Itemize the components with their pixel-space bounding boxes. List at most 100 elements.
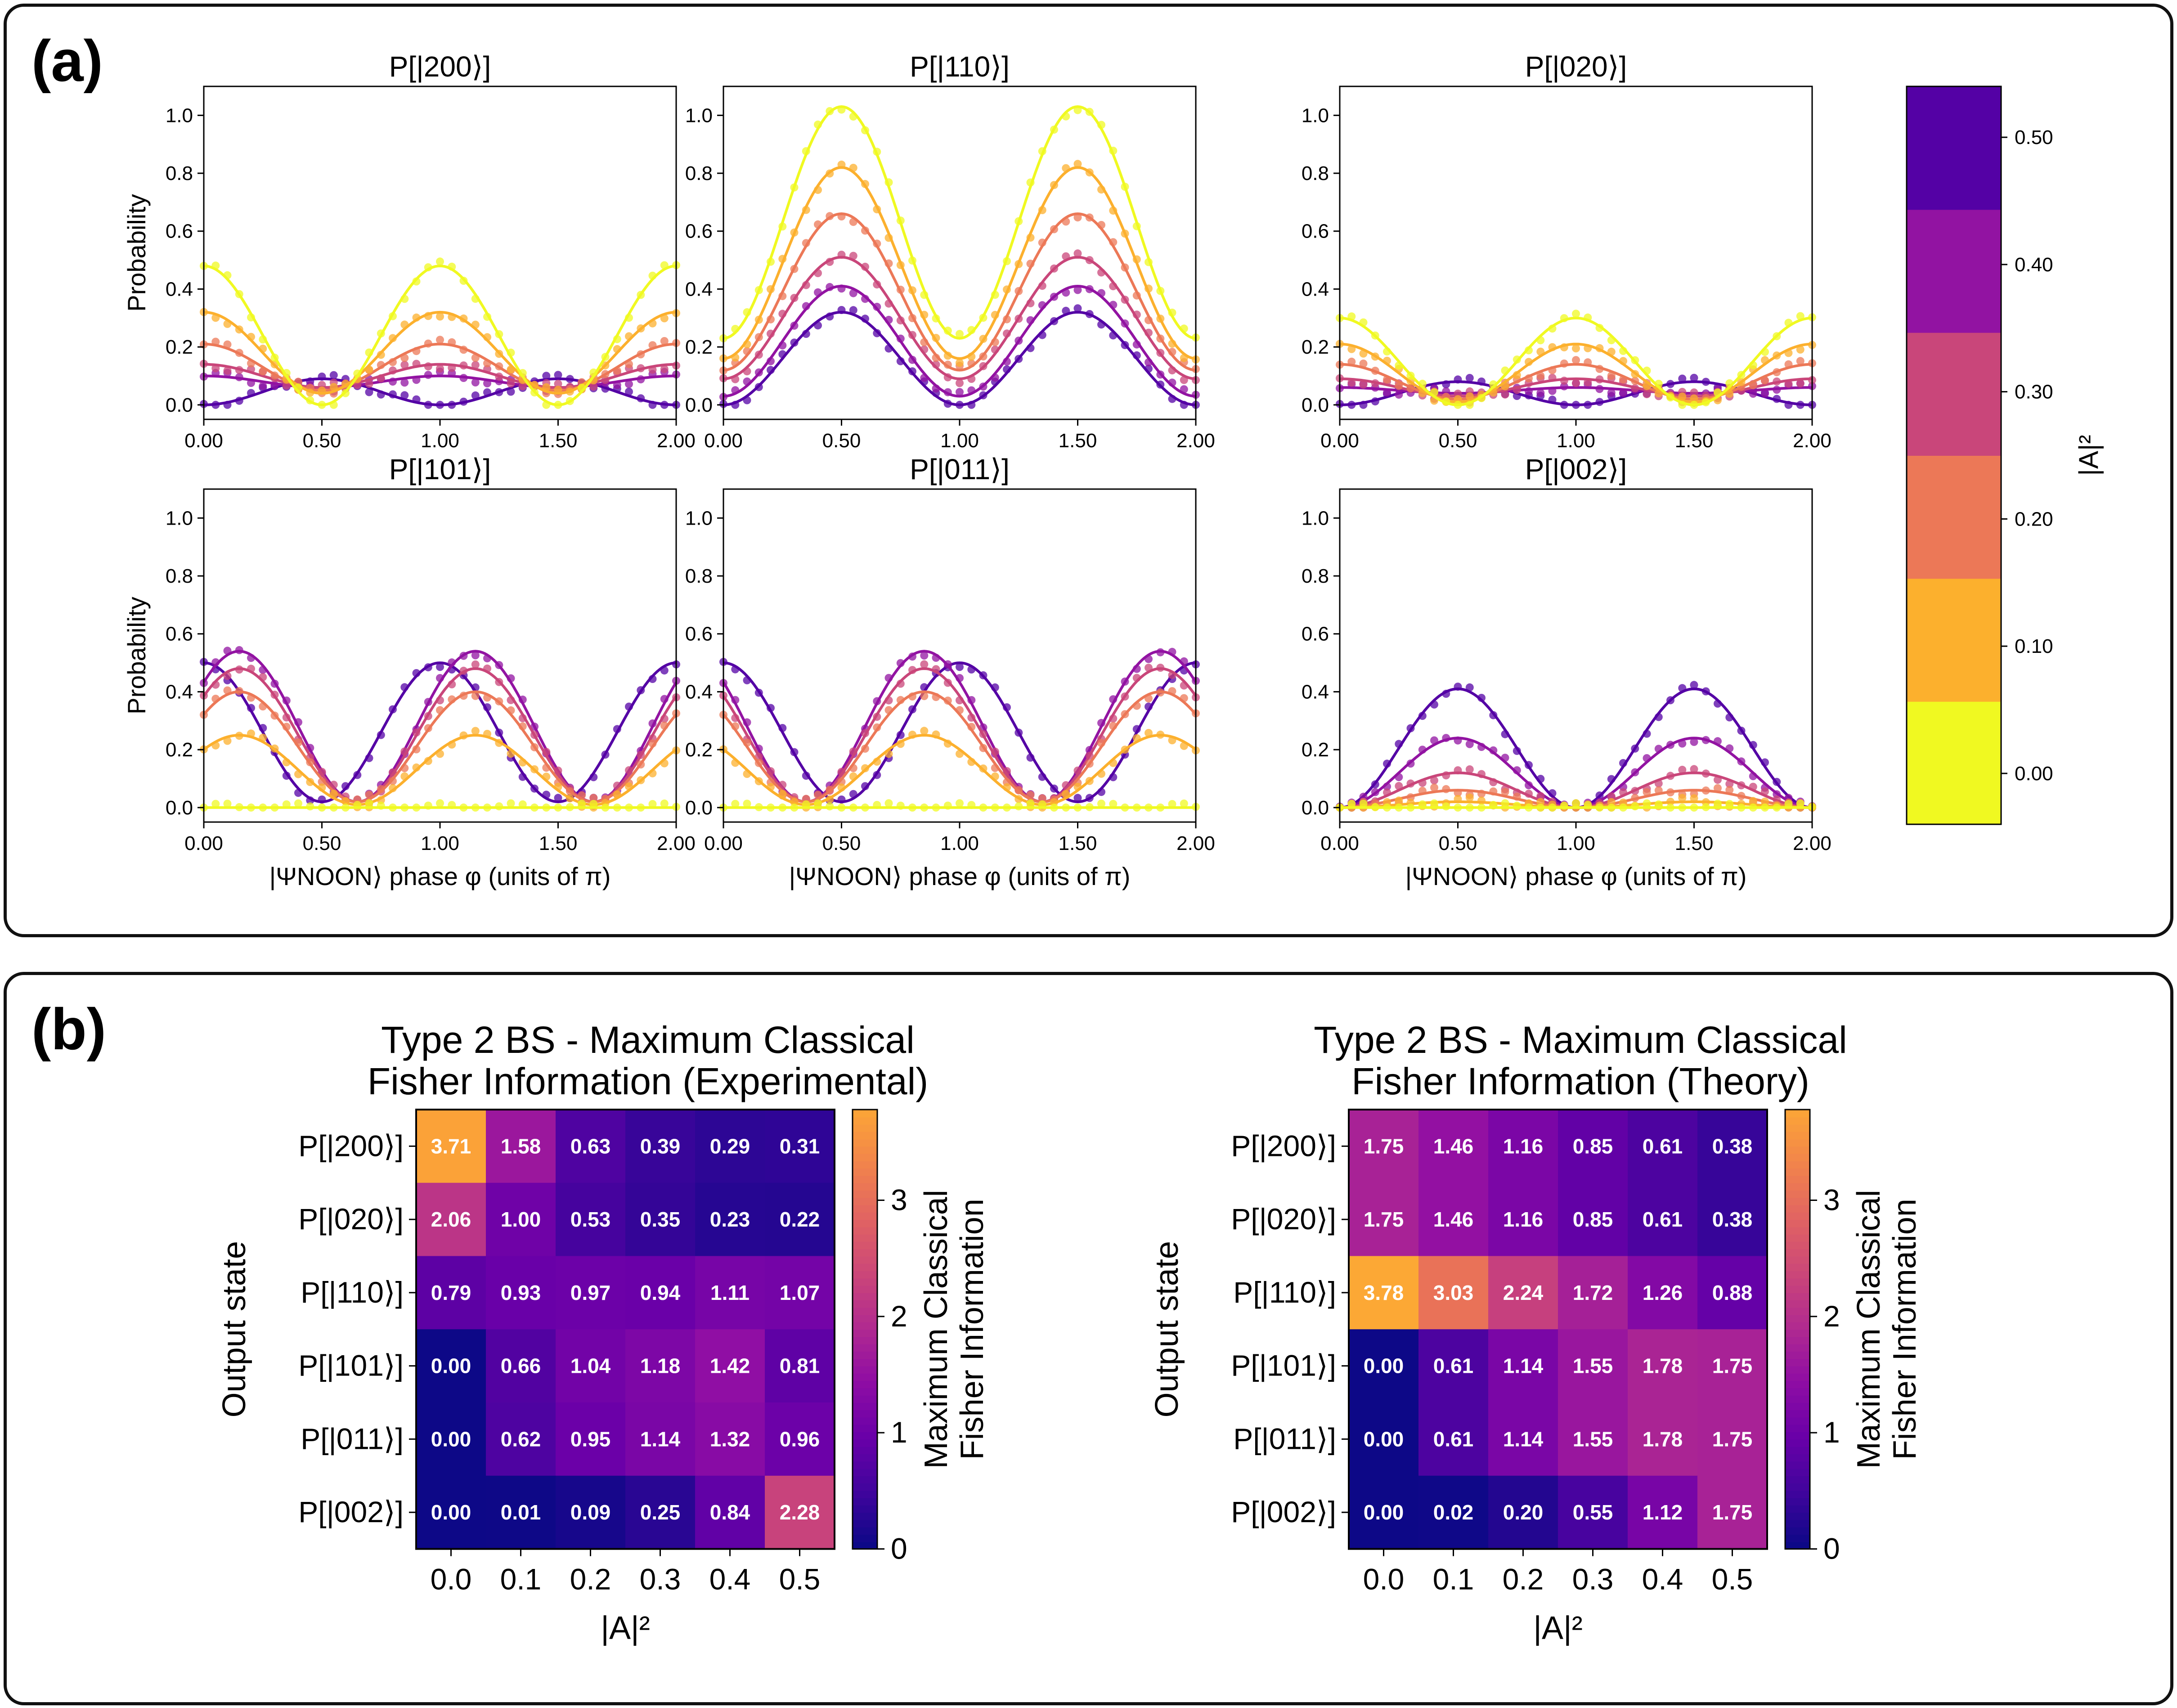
heatmap-colorbar-segment xyxy=(853,1307,877,1315)
data-point xyxy=(754,688,763,697)
data-point xyxy=(459,346,468,354)
data-point xyxy=(1714,784,1722,792)
data-point xyxy=(790,338,799,347)
x-category-label: 0.0 xyxy=(1363,1563,1405,1596)
data-point xyxy=(1347,357,1356,366)
data-point xyxy=(389,784,397,792)
data-point xyxy=(896,679,905,688)
heatmap-cell xyxy=(1488,1110,1558,1183)
y-tick-label: 0.8 xyxy=(685,565,713,587)
data-point xyxy=(1097,221,1105,229)
data-point xyxy=(1168,308,1176,317)
data-point xyxy=(294,383,302,392)
heatmap-cell xyxy=(695,1329,765,1403)
data-point xyxy=(884,259,893,268)
data-point xyxy=(1132,340,1141,349)
data-point xyxy=(625,380,633,388)
data-point xyxy=(648,271,657,280)
data-point xyxy=(329,790,338,798)
data-point xyxy=(1180,657,1188,665)
heatmap-cell-label: 0.79 xyxy=(431,1281,471,1304)
data-point xyxy=(235,665,243,674)
data-point xyxy=(1026,260,1035,268)
heatmap-colorbar-segment xyxy=(853,1160,877,1169)
data-point xyxy=(1395,796,1403,805)
heatmap-cell-label: 0.02 xyxy=(1433,1501,1474,1524)
y-tick-label: 0.0 xyxy=(685,797,713,819)
y-tick-label: 1.0 xyxy=(685,104,713,126)
data-point xyxy=(424,663,432,672)
data-point xyxy=(1501,366,1509,375)
data-point xyxy=(956,663,964,671)
data-point xyxy=(1073,213,1082,222)
heatmap-cell xyxy=(1628,1475,1698,1550)
heatmap-cell-label: 0.94 xyxy=(640,1281,681,1304)
data-point xyxy=(259,335,267,344)
data-point xyxy=(448,313,456,321)
heatmap-cell-label: 0.20 xyxy=(1503,1501,1544,1524)
heatmap-cell xyxy=(625,1182,696,1257)
data-point xyxy=(814,220,822,229)
data-point xyxy=(1690,394,1698,403)
data-point xyxy=(1654,800,1663,809)
data-point xyxy=(861,315,869,323)
data-point xyxy=(542,383,551,391)
heatmap-colorbar-segment xyxy=(853,1175,877,1183)
data-point xyxy=(1430,776,1438,785)
data-point xyxy=(1773,377,1781,386)
data-point xyxy=(507,379,515,388)
data-point xyxy=(412,745,421,754)
data-point xyxy=(754,286,763,294)
data-point xyxy=(1737,378,1746,387)
data-point xyxy=(1714,776,1722,784)
heatmap-cell-label: 0.66 xyxy=(501,1354,541,1378)
colorbar-tick-label: 1 xyxy=(891,1416,907,1449)
heatmap-cell xyxy=(1418,1329,1489,1403)
data-point xyxy=(424,400,432,409)
data-point xyxy=(1359,800,1368,808)
data-point xyxy=(873,205,881,214)
data-point xyxy=(896,285,905,294)
data-point xyxy=(1595,344,1604,352)
data-point xyxy=(1003,803,1011,812)
data-point xyxy=(589,369,598,377)
data-point xyxy=(1631,802,1639,811)
data-point xyxy=(554,386,562,394)
data-point xyxy=(896,357,905,365)
data-point xyxy=(1773,386,1781,394)
data-point xyxy=(436,750,444,758)
data-point xyxy=(1773,395,1781,403)
y-tick-label: 0.2 xyxy=(166,336,193,358)
heatmap-cell-label: 0.55 xyxy=(1573,1501,1613,1524)
data-point xyxy=(601,384,610,393)
heatmap-colorbar-segment xyxy=(853,1153,877,1161)
data-point xyxy=(1501,730,1509,738)
heatmap-cell xyxy=(1349,1110,1419,1183)
heatmap-colorbar-segment xyxy=(853,1475,877,1484)
data-point xyxy=(814,321,822,330)
data-point xyxy=(1690,794,1698,803)
heatmap-colorbar-segment xyxy=(1785,1410,1810,1418)
heatmap-colorbar-segment xyxy=(1785,1197,1810,1205)
data-point xyxy=(365,348,373,357)
heatmap-cell xyxy=(416,1475,486,1550)
data-point xyxy=(1654,380,1663,388)
heatmap-colorbar-segment xyxy=(1785,1234,1810,1242)
heatmap-colorbar-label: Fisher Information xyxy=(954,1199,990,1460)
data-point xyxy=(483,313,491,321)
data-point xyxy=(389,334,397,342)
data-point xyxy=(1489,711,1498,719)
data-point xyxy=(826,786,834,794)
heatmap-cell xyxy=(625,1256,696,1330)
heatmap-cell xyxy=(416,1256,486,1330)
heatmap-cell-label: 0.00 xyxy=(431,1501,471,1524)
data-point xyxy=(932,384,940,393)
data-point xyxy=(235,325,243,334)
data-point xyxy=(1180,354,1188,362)
data-point xyxy=(270,803,279,812)
data-point xyxy=(637,751,645,759)
heatmap-cell xyxy=(625,1402,696,1476)
series-line-0 xyxy=(723,105,1196,340)
data-point xyxy=(495,728,503,737)
data-point xyxy=(778,790,787,798)
